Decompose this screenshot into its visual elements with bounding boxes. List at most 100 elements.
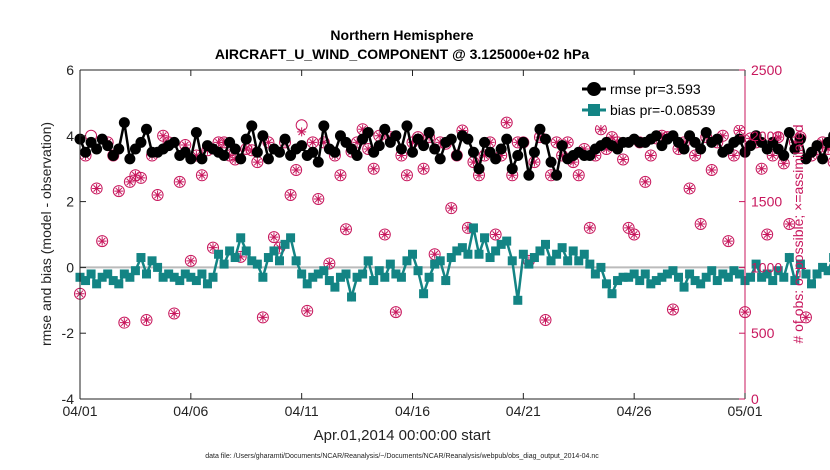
obs-possible-point (783, 217, 796, 230)
bias-point (618, 272, 628, 282)
bias-point (186, 272, 196, 282)
obs-assimilated-point (252, 157, 262, 167)
bias-point (280, 239, 290, 249)
bias-point (795, 259, 805, 269)
rmse-point (235, 153, 247, 165)
obs-assimilated-point (275, 243, 284, 253)
bias-point (779, 272, 789, 282)
rmse-point (534, 123, 546, 135)
bias-point (297, 269, 307, 279)
y-tick-left-label: -2 (62, 325, 75, 341)
bias-point (247, 256, 257, 266)
obs-assimilated-point (485, 137, 495, 147)
obs-possible-point (417, 162, 430, 175)
rmse-point (418, 140, 430, 152)
obs-assimilated-point (230, 154, 240, 164)
obs-assimilated-point (408, 137, 417, 147)
obs-assimilated-point (579, 144, 589, 154)
obs-assimilated-point (757, 164, 767, 174)
obs-possible-point (151, 189, 164, 202)
plot-area (74, 116, 830, 329)
obs-assimilated-point (535, 132, 545, 142)
bias-point (773, 266, 783, 276)
bias-point (81, 276, 91, 286)
obs-assimilated-point (430, 249, 440, 259)
bias-point (363, 256, 373, 266)
bias-point (269, 246, 279, 256)
obs-assimilated-point (613, 137, 623, 147)
bias-point (674, 272, 683, 282)
bias-point (463, 249, 473, 259)
rmse-point (551, 169, 563, 181)
obs-possible-point (617, 153, 630, 166)
obs-assimilated-point (474, 170, 484, 180)
legend-box (578, 75, 744, 125)
obs-assimilated-point (668, 305, 678, 315)
obs-possible-point (256, 311, 269, 324)
obs-possible-point (173, 175, 186, 188)
obs-assimilated-point (690, 151, 700, 161)
bias-point (219, 259, 229, 269)
obs-assimilated-point (197, 170, 207, 180)
bias-point (408, 249, 417, 259)
obs-possible-point (583, 221, 596, 234)
rmse-point (296, 140, 308, 152)
legend-rmse-marker (587, 82, 601, 96)
rmse-point (257, 130, 269, 142)
chart-subtitle: AIRCRAFT_U_WIND_COMPONENT @ 3.125000e+02… (215, 46, 589, 62)
bias-point (252, 259, 262, 269)
bias-point (324, 276, 334, 286)
obs-assimilated-point (297, 127, 307, 137)
rmse-point (451, 150, 463, 162)
rmse-point (279, 133, 291, 145)
rmse-point (329, 146, 341, 158)
obs-possible-point (694, 217, 707, 230)
obs-possible-point (727, 149, 740, 162)
rmse-point (401, 120, 413, 132)
bias-point (169, 272, 179, 282)
obs-assimilated-point (468, 157, 478, 167)
obs-assimilated-point (374, 131, 384, 141)
obs-possible-point (378, 228, 391, 241)
bias-markers (75, 223, 830, 305)
rmse-point (395, 143, 407, 155)
obs-assimilated-point (746, 133, 756, 143)
obs-possible-point (96, 235, 109, 248)
bias-point (275, 256, 284, 266)
bias-point (474, 249, 484, 259)
x-tick-label: 04/21 (506, 403, 541, 419)
obs-assimilated-point (214, 137, 224, 147)
rmse-point (473, 163, 485, 175)
rmse-point (429, 143, 441, 155)
rmse-point (262, 153, 274, 165)
obs-possible-point (140, 314, 153, 327)
bias-point (136, 253, 146, 263)
bias-point (507, 256, 517, 266)
obs-assimilated-point (369, 164, 379, 174)
bias-point (690, 276, 700, 286)
bias-point (452, 246, 462, 256)
rmse-point (373, 140, 385, 152)
obs-possible-point (262, 136, 275, 149)
obs-assimilated-point (762, 230, 772, 239)
bias-point (574, 256, 584, 266)
bias-point (552, 249, 562, 259)
obs-possible-point (799, 311, 812, 324)
obs-assimilated-point (734, 126, 744, 136)
bias-point (768, 276, 778, 286)
obs-possible-point (489, 228, 502, 241)
x-tick-label: 04/06 (173, 403, 208, 419)
obs-assimilated-point (784, 219, 794, 229)
obs-assimilated-point (125, 177, 135, 187)
rmse-point (318, 120, 330, 132)
bias-point (723, 272, 733, 282)
legend-bias-label: bias pr=-0.08539 (610, 102, 716, 118)
obs-assimilated-point (541, 315, 550, 325)
bias-point (263, 253, 273, 263)
bias-point (424, 272, 434, 282)
obs-assimilated-point (552, 137, 562, 147)
y-tick-right-label: 500 (751, 325, 775, 341)
bias-point (391, 269, 401, 279)
obs-possible-point (389, 306, 402, 319)
obs-possible-point (666, 303, 679, 316)
